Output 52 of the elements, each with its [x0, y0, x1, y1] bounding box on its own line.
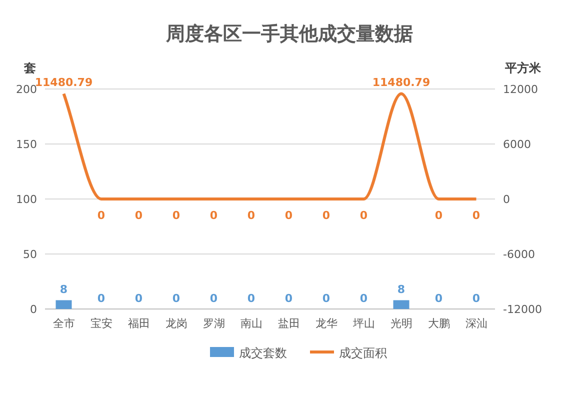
y-tick-label: 200	[16, 83, 37, 96]
y2-tick-label: 12000	[503, 83, 538, 96]
x-tick-label: 宝安	[90, 317, 112, 330]
legend-成交套数: 成交套数	[210, 346, 287, 360]
y2-axis-title: 平方米	[504, 61, 542, 75]
data-label: 0	[247, 292, 256, 305]
data-label: 0	[134, 209, 143, 222]
x-tick-label: 坪山	[352, 317, 375, 330]
x-tick-label: 龙华	[315, 317, 338, 330]
legend-label: 成交面积	[339, 346, 387, 360]
y2-tick-label: -6000	[503, 248, 535, 261]
y2-tick-label: 0	[503, 193, 510, 206]
y-tick-label: 50	[23, 248, 37, 261]
data-label: 11480.79	[372, 76, 430, 89]
data-label: 8	[60, 283, 68, 296]
data-label: 0	[434, 292, 443, 305]
x-tick-label: 福田	[128, 317, 150, 330]
data-label: 0	[210, 292, 218, 305]
data-label: 0	[322, 209, 330, 222]
data-label: 0	[472, 292, 480, 305]
data-label: 0	[210, 209, 218, 222]
x-tick-label: 龙岗	[165, 317, 188, 330]
y2-tick-label: 6000	[503, 138, 531, 151]
x-tick-label: 南山	[240, 317, 262, 330]
y-tick-label: 150	[16, 138, 37, 151]
data-label: 0	[172, 209, 180, 222]
data-label: 0	[360, 292, 368, 305]
data-label: 8	[397, 283, 406, 296]
data-label: 0	[97, 292, 106, 305]
data-label: 0	[134, 292, 143, 305]
y-tick-label: 0	[30, 303, 37, 316]
y-axis-title: 套	[23, 61, 36, 75]
x-tick-label: 盐田	[278, 317, 300, 330]
data-label: 0	[360, 209, 368, 222]
x-tick-label: 全市	[52, 317, 75, 330]
data-label: 0	[247, 209, 256, 222]
data-label: 0	[472, 209, 480, 222]
chart-title: 周度各区一手其他成交量数据	[165, 23, 413, 45]
data-label: 0	[322, 292, 330, 305]
x-tick-label: 深汕	[465, 317, 488, 330]
y-tick-label: 100	[16, 193, 37, 206]
data-label: 0	[284, 209, 293, 222]
x-tick-label: 光明	[390, 317, 412, 330]
x-tick-label: 大鹏	[428, 317, 450, 330]
data-label: 0	[434, 209, 443, 222]
legend-label: 成交套数	[239, 346, 287, 360]
y2-tick-label: -12000	[503, 303, 542, 316]
data-label: 0	[172, 292, 180, 305]
data-label: 0	[284, 292, 293, 305]
legend-成交面积: 成交面积	[310, 346, 387, 360]
x-tick-label: 罗湖	[202, 317, 225, 330]
data-label: 0	[97, 209, 106, 222]
